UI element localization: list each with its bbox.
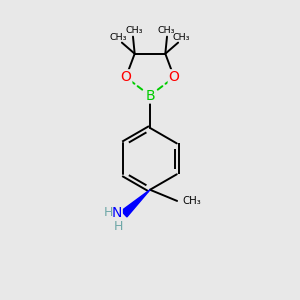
Text: CH₃: CH₃ [158,26,175,35]
Text: B: B [145,88,155,103]
Text: O: O [120,70,131,84]
Polygon shape [121,190,150,217]
Text: N: N [111,206,122,220]
Text: CH₃: CH₃ [110,33,127,42]
Text: H: H [114,220,124,233]
Text: CH₃: CH₃ [125,26,142,35]
Text: H: H [104,206,113,219]
Text: O: O [169,70,180,84]
Text: CH₃: CH₃ [182,196,201,206]
Text: CH₃: CH₃ [173,33,190,42]
